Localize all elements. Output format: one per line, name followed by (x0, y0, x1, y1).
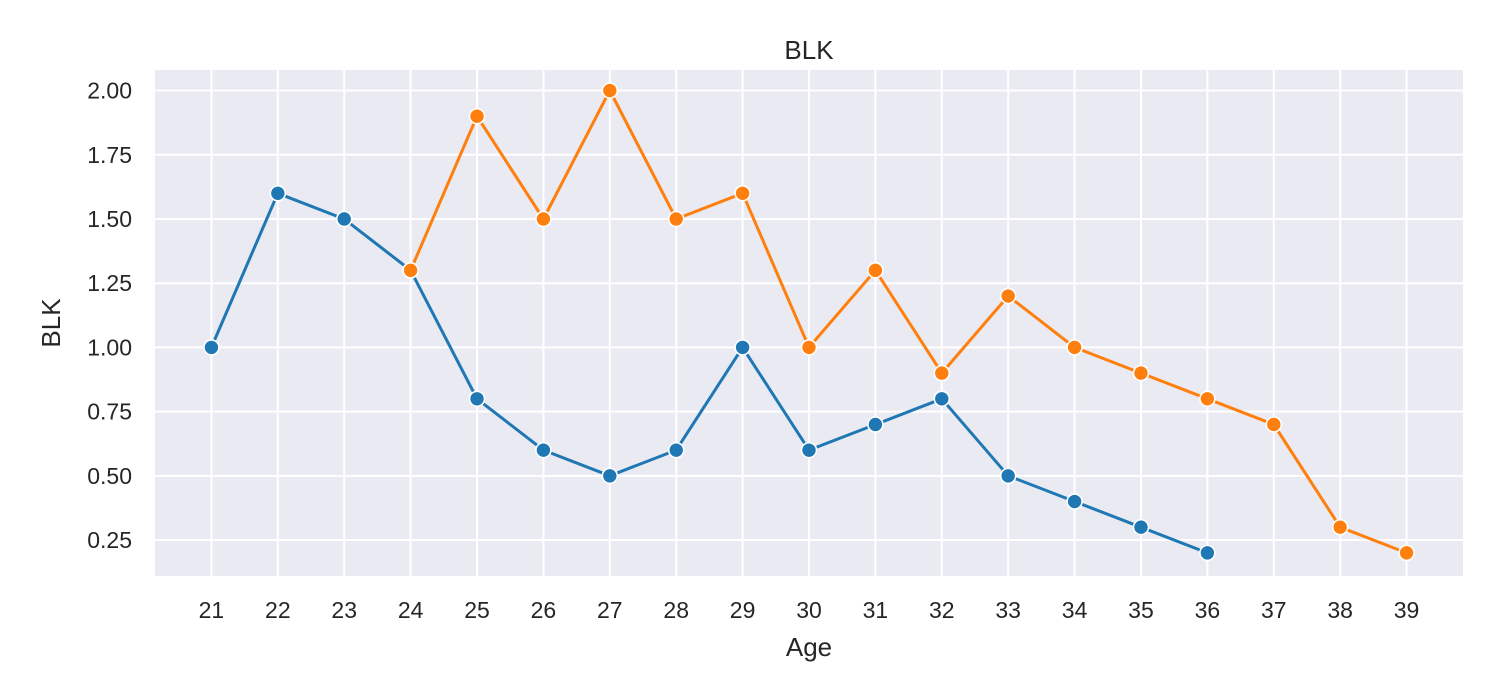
y-tick-label: 0.50 (87, 463, 132, 489)
series-2-point (601, 82, 619, 99)
series-1-point (999, 467, 1017, 485)
y-tick-label: 1.75 (87, 142, 132, 168)
series-2-point (1265, 416, 1283, 433)
y-tick-label: 0.75 (87, 399, 132, 425)
y-tick-label: 1.50 (87, 206, 132, 232)
chart-title: BLK (784, 35, 834, 65)
y-tick-label: 0.25 (87, 527, 132, 553)
series-2-point (667, 210, 685, 228)
series-1-point (667, 441, 685, 459)
series-1-point (867, 416, 884, 433)
x-tick-label: 35 (1128, 597, 1154, 623)
series-1-point (734, 339, 751, 356)
series-1 (203, 184, 1216, 562)
series-1-point (1199, 544, 1216, 562)
series-2-point (933, 364, 951, 382)
series-2 (402, 82, 1415, 562)
series-1-point (335, 210, 353, 228)
series-1-point (800, 441, 818, 459)
x-tick-label: 37 (1261, 597, 1287, 623)
series-1-point (269, 184, 287, 202)
series-layer (203, 82, 1415, 562)
series-1-point (1132, 518, 1150, 536)
grid (155, 70, 1463, 576)
series-2-point (800, 339, 818, 356)
series-2-point (867, 262, 884, 279)
series-1-point (1066, 493, 1083, 510)
series-1-line (209, 191, 1209, 555)
x-axis-ticks: 21 22 23 24 25 26 27 28 29 30 31 32 33 34 35 36 37 38 39 (199, 597, 1420, 623)
series-2-point (734, 184, 751, 202)
x-tick-label: 24 (398, 597, 424, 623)
x-tick-label: 23 (331, 597, 357, 623)
x-tick-label: 21 (199, 597, 225, 623)
x-tick-label: 31 (863, 597, 889, 623)
x-tick-label: 38 (1327, 597, 1353, 623)
x-tick-label: 30 (796, 597, 822, 623)
series-2-point (468, 107, 486, 125)
y-axis-label: BLK (36, 298, 66, 348)
x-tick-label: 39 (1394, 597, 1420, 623)
x-tick-label: 33 (995, 597, 1021, 623)
series-1-point (933, 390, 951, 408)
series-2-point (999, 287, 1017, 305)
x-tick-label: 25 (464, 597, 490, 623)
series-2-point (402, 262, 419, 279)
series-1-point (535, 441, 552, 459)
x-tick-label: 36 (1195, 597, 1221, 623)
x-tick-label: 29 (730, 597, 756, 623)
series-1-point (203, 339, 220, 356)
x-axis-label: Age (786, 632, 832, 662)
series-1-point (468, 390, 486, 408)
series-2-point (1132, 364, 1150, 382)
x-tick-label: 32 (929, 597, 955, 623)
series-2-point (1398, 544, 1415, 562)
y-tick-label: 1.25 (87, 270, 132, 296)
x-tick-label: 26 (531, 597, 557, 623)
x-tick-label: 34 (1062, 597, 1088, 623)
series-2-line (409, 89, 1409, 555)
x-tick-label: 22 (265, 597, 291, 623)
series-2-point (1199, 390, 1216, 408)
series-2-point (1331, 518, 1349, 536)
y-tick-label: 1.00 (87, 334, 132, 360)
series-2-point (1066, 339, 1083, 356)
y-axis-ticks: 0.25 0.50 0.75 1.00 1.25 1.50 1.75 2.00 (87, 78, 132, 553)
y-tick-label: 2.00 (87, 78, 132, 104)
series-1-point (601, 467, 619, 485)
x-tick-label: 27 (597, 597, 623, 623)
x-tick-label: 28 (663, 597, 689, 623)
series-2-point (535, 210, 552, 228)
